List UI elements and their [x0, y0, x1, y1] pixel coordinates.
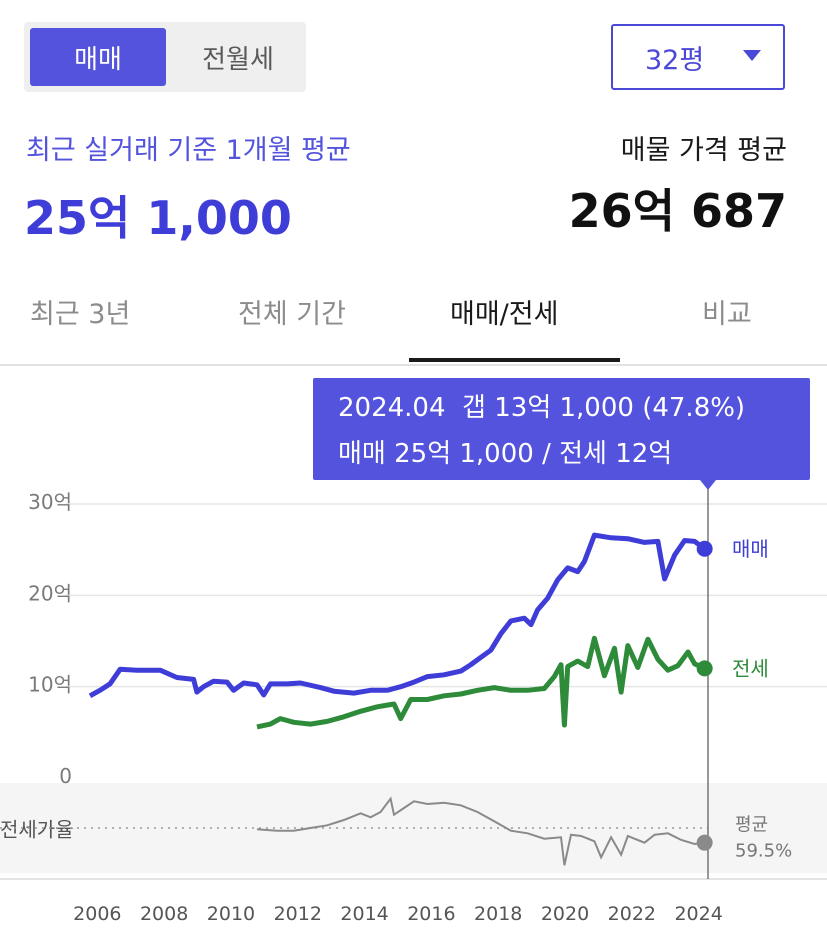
size-select-value: 32평 [645, 44, 705, 76]
recent-price-value: 25억 1,000 [24, 191, 292, 245]
x-tick-label: 2014 [340, 903, 388, 925]
ask-price-value: 26억 687 [568, 184, 787, 238]
y-tick-label: 20억 [28, 581, 72, 605]
y-tick-label: 30억 [28, 490, 72, 514]
recent-price-label: 최근 실거래 기준 1개월 평균 [26, 135, 351, 166]
tab-recent-3y[interactable]: 최근 3년 [30, 299, 131, 330]
sale-toggle-button[interactable]: 매매 [30, 28, 166, 86]
x-tick-label: 2018 [474, 903, 522, 925]
ask-price-label: 매물 가격 평균 [620, 135, 787, 166]
ratio-end-point [696, 834, 713, 851]
sale-end-point [696, 540, 713, 557]
ratio-end-value: 59.5% [735, 841, 792, 862]
x-tick-label: 2010 [207, 903, 255, 925]
tooltip-pointer [700, 480, 716, 490]
period-tabs: 최근 3년 전체 기간 매매/전세 비교 [0, 262, 827, 366]
x-tick-label: 2012 [274, 903, 322, 925]
ratio-axis-label: 전세가율 [0, 818, 74, 842]
series-sale-line [88, 532, 707, 698]
jeonse-end-point [696, 660, 713, 677]
jeonse-end-label: 전세 [732, 656, 769, 680]
tab-compare[interactable]: 비교 [702, 299, 752, 330]
x-tick-label: 2022 [608, 903, 656, 925]
tab-all-period[interactable]: 전체 기간 [238, 299, 346, 330]
x-tick-label: 2024 [674, 903, 722, 925]
tab-sale-jeonse[interactable]: 매매/전세 [450, 299, 559, 330]
x-tick-label: 2020 [541, 903, 589, 925]
tooltip-line-1: 2024.04 갭 13억 1,000 (47.8%) [338, 393, 745, 423]
y-tick-label: 0 [59, 764, 72, 788]
ratio-end-label: 평균 [735, 815, 768, 836]
x-tick-label: 2006 [73, 903, 121, 925]
series-ratio-line [256, 796, 705, 866]
size-select[interactable]: 32평 [611, 24, 785, 90]
active-tab-indicator [409, 358, 620, 362]
x-tick-label: 2008 [140, 903, 188, 925]
deal-type-toggle: 매매 전월세 [24, 22, 306, 92]
y-tick-label: 10억 [28, 673, 72, 697]
x-tick-label: 2016 [407, 903, 455, 925]
chevron-down-icon [743, 50, 761, 61]
tooltip-box [313, 378, 810, 480]
tooltip: 2024.04 갭 13억 1,000 (47.8%) 매매 25억 1,000… [313, 378, 810, 490]
series-jeonse-line [256, 635, 706, 730]
rent-toggle-button[interactable]: 전월세 [202, 44, 274, 75]
sale-end-label: 매매 [732, 537, 769, 561]
tooltip-line-2: 매매 25억 1,000 / 전세 12억 [338, 439, 672, 469]
